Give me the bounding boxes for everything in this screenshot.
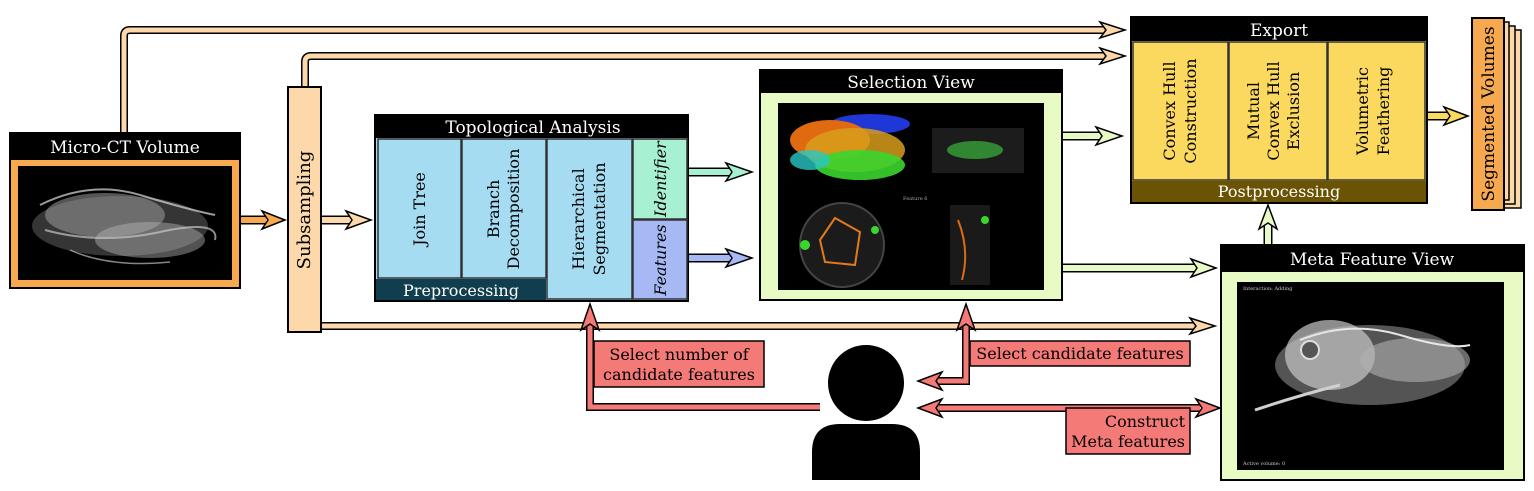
meta-interaction-text: Interaction: Adding (1243, 286, 1293, 292)
mutual-label-2: Convex Hull (1264, 61, 1283, 160)
branch-label-1: Branch (484, 180, 503, 239)
identifier-label: Identifier (651, 140, 670, 218)
select-number-line-2: candidate features (603, 365, 755, 384)
features-to-selection-arrow (688, 247, 755, 269)
join-tree-label: Join Tree (410, 172, 429, 248)
meta-active-text: Active volume: 0 (1242, 461, 1285, 467)
selection-caption: Feature 6 (903, 196, 928, 202)
preprocessing-label: Preprocessing (403, 281, 519, 300)
subsample-to-topo-arrow (320, 209, 374, 231)
construct-line-2: Meta features (1071, 432, 1185, 451)
selection-view-title: Selection View (847, 73, 975, 93)
mutual-label-1: Mutual (1244, 82, 1263, 140)
subsampling-label: Subsampling (294, 151, 315, 270)
selection-view-node: Selection View Feature 6 (759, 69, 1063, 301)
topological-title: Topological Analysis (445, 118, 620, 138)
ct-to-subsample-arrow (240, 209, 288, 231)
topological-node: Topological Analysis Join Tree Branch De… (374, 114, 689, 302)
select-number-line-1: Select number of (609, 345, 749, 364)
mutual-label-3: Exclusion (1284, 72, 1303, 150)
features-label: Features (651, 224, 670, 296)
volumetric-label-1: Volumetric (1353, 67, 1372, 156)
identifier-to-selection-arrow (688, 161, 755, 183)
user-icon (812, 345, 920, 480)
segmented-volumes-label: Segmented Volumes (1479, 26, 1499, 201)
meta-render-image (1254, 320, 1471, 412)
export-title: Export (1250, 21, 1308, 41)
subsample-to-meta-arrow (320, 316, 1218, 336)
segmented-volumes-node: Segmented Volumes (1471, 17, 1522, 211)
micro-ct-node: Micro-CT Volume (9, 132, 241, 289)
convex-label-2: Construction (1181, 58, 1200, 163)
hierarchical-label-2: Segmentation (590, 162, 609, 275)
convex-label-1: Convex Hull (1160, 61, 1179, 160)
subsample-to-export-arrow (301, 46, 1128, 88)
select-number-callout: Select number of candidate features (593, 340, 765, 388)
top-bypass-arrow (120, 20, 1128, 134)
construct-meta-callout: Construct Meta features (1065, 407, 1191, 455)
selection-render-image: Feature 6 (790, 114, 1024, 288)
export-node: Export Convex Hull Construction Mutual C… (1130, 16, 1428, 204)
hierarchical-label-1: Hierarchical (569, 168, 588, 269)
construct-line-1: Construct (1105, 412, 1186, 431)
branch-label-2: Decomposition (504, 149, 523, 270)
ct-render-image (32, 188, 217, 265)
user-to-segmentation-arrow (579, 301, 820, 411)
export-to-segmented-arrow (1428, 105, 1471, 127)
meta-feature-view-node: Meta Feature View Interaction: Adding Ac… (1220, 244, 1525, 481)
micro-ct-title: Micro-CT Volume (50, 138, 200, 158)
subsampling-node: Subsampling (287, 86, 322, 333)
volumetric-label-2: Feathering (1374, 67, 1393, 156)
select-candidate-callout: Select candidate features (969, 340, 1191, 367)
meta-to-export-arrow (1257, 202, 1279, 244)
selection-to-export-arrow (1062, 125, 1125, 147)
selection-to-meta-arrow (1062, 257, 1219, 279)
user-to-selection-arrow (915, 301, 977, 392)
select-candidate-text: Select candidate features (976, 344, 1183, 363)
postprocessing-label: Postprocessing (1218, 182, 1340, 201)
meta-feature-view-title: Meta Feature View (1290, 250, 1455, 270)
